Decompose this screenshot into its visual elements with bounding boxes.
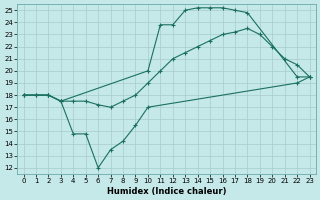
X-axis label: Humidex (Indice chaleur): Humidex (Indice chaleur)	[107, 187, 226, 196]
